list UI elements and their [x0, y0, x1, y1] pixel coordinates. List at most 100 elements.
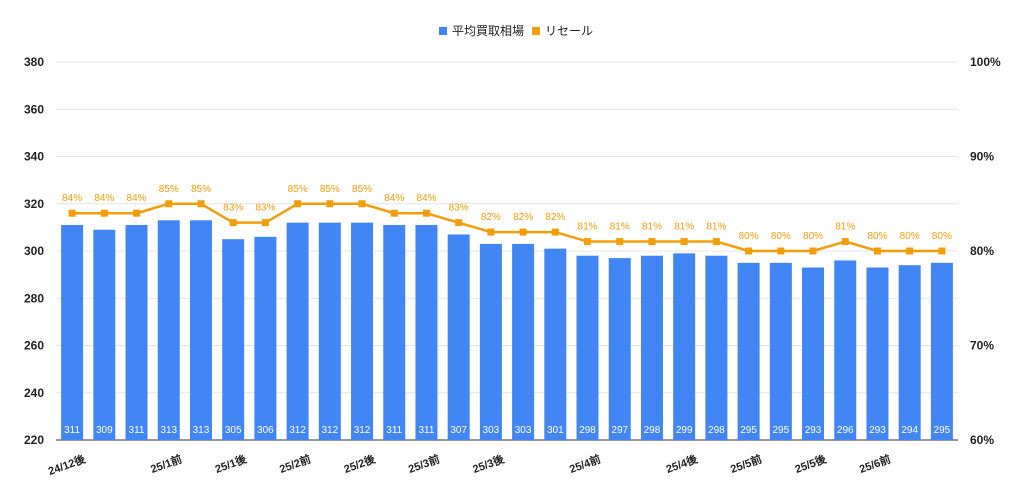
- bar: [737, 262, 760, 440]
- line-point: [390, 209, 398, 217]
- bar-data-label: 305: [225, 425, 242, 436]
- bar-labels: 311 309 311 313 313 305 306 312 312 312 311 311 307 3…: [64, 425, 951, 436]
- line-data-label: 81%: [578, 222, 598, 233]
- bar-data-label: 296: [837, 425, 854, 436]
- line-data-label: 83%: [449, 203, 469, 214]
- line-point: [326, 200, 334, 208]
- bar: [705, 255, 728, 440]
- legend-swatch-line: [532, 27, 540, 35]
- bar: [286, 222, 309, 440]
- line-point: [422, 209, 430, 217]
- bar-data-label: 293: [805, 425, 822, 436]
- bar: [802, 267, 825, 440]
- line-point: [777, 247, 785, 255]
- x-tick-label: 24/12後: [46, 451, 88, 478]
- bar-data-label: 293: [869, 425, 886, 436]
- line-data-label: 84%: [384, 193, 404, 204]
- line-point: [358, 200, 366, 208]
- line-point: [551, 228, 559, 236]
- bar-data-label: 307: [450, 425, 467, 436]
- line-point: [165, 200, 173, 208]
- y-axis-left: 220 240 260 280 300 320 340 360 380: [24, 55, 44, 447]
- bar-data-label: 311: [386, 425, 402, 436]
- line-point: [100, 209, 108, 217]
- line-point: [906, 247, 914, 255]
- bar-data-label: 313: [160, 425, 177, 436]
- legend: 平均買取相場 リセール: [439, 24, 593, 38]
- y-right-tick-label: 80%: [970, 244, 994, 258]
- bar: [383, 225, 406, 440]
- bar-data-label: 312: [289, 425, 306, 436]
- line-point: [229, 219, 237, 227]
- x-tick-label: 25/3前: [406, 452, 441, 476]
- line-point: [841, 238, 849, 246]
- bar-data-label: 298: [708, 425, 725, 436]
- line-point: [261, 219, 269, 227]
- line-data-label: 83%: [255, 203, 275, 214]
- line-data-label: 80%: [900, 231, 920, 242]
- line-point: [68, 209, 76, 217]
- bar: [351, 222, 374, 440]
- bar-data-label: 298: [579, 425, 596, 436]
- line-data-label: 82%: [481, 212, 501, 223]
- line-point: [873, 247, 881, 255]
- line-point: [133, 209, 141, 217]
- x-tick-label: 25/2前: [277, 452, 312, 476]
- bar-data-label: 301: [547, 425, 564, 436]
- y-right-tick-label: 90%: [970, 150, 994, 164]
- line-data-label: 84%: [94, 193, 114, 204]
- line-point: [648, 238, 656, 246]
- y-right-tick-label: 60%: [970, 433, 994, 447]
- line-data-label: 84%: [416, 193, 436, 204]
- line-point: [680, 238, 688, 246]
- bar: [834, 260, 857, 440]
- bar: [769, 262, 792, 440]
- line-data-label: 81%: [642, 222, 662, 233]
- y-right-tick-label: 70%: [970, 339, 994, 353]
- line-point: [294, 200, 302, 208]
- line-data-label: 80%: [867, 231, 887, 242]
- bar-data-label: 294: [901, 425, 918, 436]
- line-data-label: 81%: [610, 222, 630, 233]
- x-tick-label: 25/1前: [149, 452, 184, 476]
- y-axis-right: 60% 70% 80% 90% 100%: [970, 55, 1001, 447]
- bar-data-label: 306: [257, 425, 274, 436]
- line-data-label: 84%: [127, 193, 147, 204]
- line-data-label: 80%: [803, 231, 823, 242]
- line-data-label: 85%: [320, 184, 340, 195]
- bar: [866, 267, 889, 440]
- line-data-label: 85%: [352, 184, 372, 195]
- line-data-label: 82%: [513, 212, 533, 223]
- line-data-label: 85%: [288, 184, 308, 195]
- x-tick-label: 25/6前: [857, 452, 892, 476]
- line-data-label: 80%: [932, 231, 952, 242]
- line-data-label: 85%: [191, 184, 211, 195]
- x-tick-label: 25/2後: [342, 451, 378, 476]
- bar-data-label: 295: [740, 425, 757, 436]
- bar: [673, 253, 696, 440]
- legend-label-line: リセール: [545, 24, 593, 38]
- bar: [479, 243, 502, 440]
- bar: [61, 225, 84, 440]
- bar-data-label: 295: [772, 425, 789, 436]
- x-axis: 24/12後 25/1前 25/1後 25/2前 25/2後 25/3前 25/3後 25/4…: [46, 451, 892, 478]
- bar: [189, 220, 212, 440]
- line-data-label: 83%: [223, 203, 243, 214]
- y-left-tick-label: 280: [24, 291, 44, 305]
- bar-data-label: 295: [934, 425, 951, 436]
- bar: [576, 255, 599, 440]
- line-point: [584, 238, 592, 246]
- bar-data-label: 312: [354, 425, 371, 436]
- bar-series: [61, 220, 953, 440]
- line-point: [809, 247, 817, 255]
- bar: [898, 265, 921, 440]
- bar-data-label: 303: [515, 425, 532, 436]
- line-point: [616, 238, 624, 246]
- bar: [318, 222, 341, 440]
- line-data-label: 84%: [62, 193, 82, 204]
- legend-label-bar: 平均買取相場: [452, 24, 524, 38]
- bar-data-label: 297: [611, 425, 628, 436]
- x-tick-label: 25/5後: [793, 451, 829, 476]
- line-data-label: 80%: [739, 231, 759, 242]
- y-left-tick-label: 300: [24, 244, 44, 258]
